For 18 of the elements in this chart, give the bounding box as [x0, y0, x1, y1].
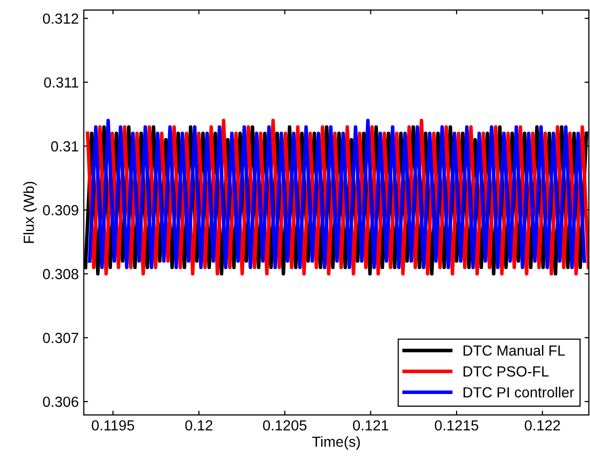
x-tick-label: 0.1195	[92, 420, 134, 431]
x-tick-label: 0.1215	[434, 420, 478, 431]
y-axis-title: Flux (Wb)	[23, 182, 37, 243]
y-tick-label: 0.311	[44, 77, 78, 88]
y-tick-label: 0.312	[43, 13, 78, 24]
x-tick-label: 0.122	[524, 420, 560, 431]
x-tick-label: 0.1205	[263, 420, 306, 431]
y-tick-label: 0.306	[43, 396, 78, 407]
legend-label: DTC PSO-FL	[464, 366, 549, 377]
y-tick-label: 0.308	[43, 268, 78, 280]
x-axis-title: Time(s)	[312, 436, 360, 450]
y-tick-label: 0.307	[43, 332, 78, 344]
x-tick-label: 0.121	[352, 420, 388, 431]
legend-label: DTC PI controller	[464, 386, 574, 398]
legend-label: DTC Manual FL	[464, 345, 565, 356]
x-tick-label: 0.12	[185, 420, 212, 431]
y-tick-label: 0.309	[43, 205, 78, 216]
y-tick-label: 0.31	[51, 141, 78, 152]
